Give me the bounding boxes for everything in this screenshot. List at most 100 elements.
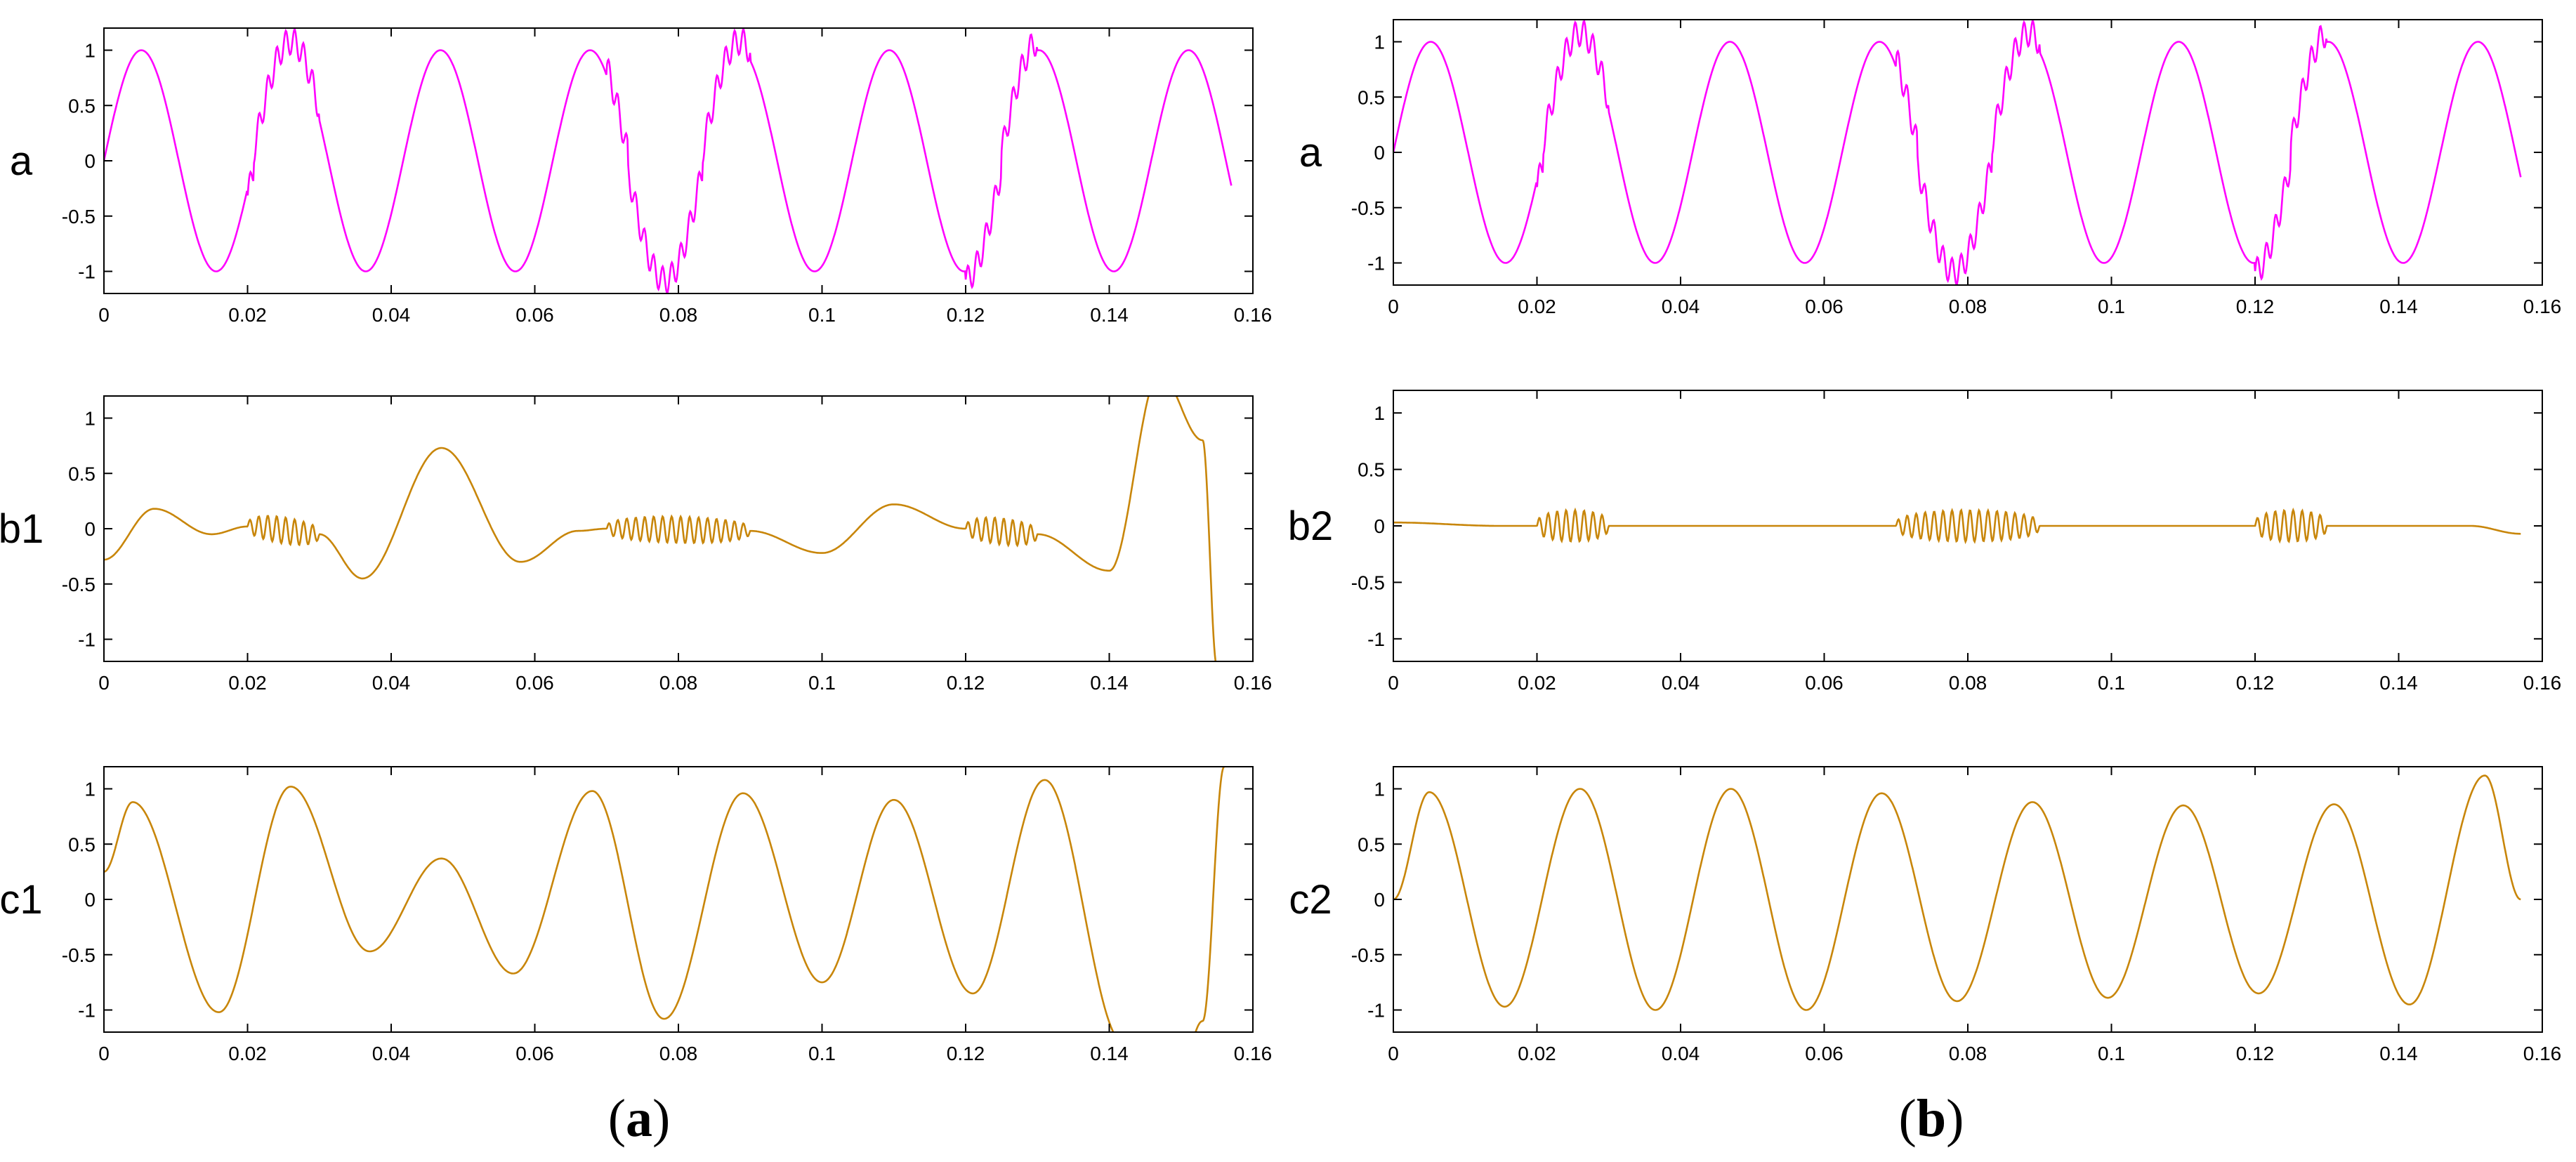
- x-tick-label: 0.16: [2523, 1043, 2562, 1064]
- y-tick-label: 1: [1374, 779, 1385, 800]
- caption-letter: b: [1917, 1089, 1946, 1148]
- series-line: [1393, 507, 2521, 545]
- x-tick-label: 0.02: [228, 304, 267, 326]
- x-tick-label: 0.1: [808, 304, 836, 326]
- x-tick-label: 0.06: [515, 672, 554, 694]
- x-tick-label: 0.16: [1234, 1043, 1273, 1064]
- row-label: a: [10, 138, 33, 184]
- y-tick-label: 1: [1374, 402, 1385, 424]
- x-tick-label: 0.08: [659, 304, 698, 326]
- y-tick-label: 1: [84, 408, 96, 430]
- y-tick-label: 1: [84, 779, 96, 800]
- x-tick-label: 0.14: [2379, 672, 2418, 694]
- y-tick-label: -0.5: [62, 206, 96, 227]
- y-tick-label: -1: [1367, 1000, 1385, 1022]
- row-label: a: [1299, 130, 1322, 176]
- x-tick-label: 0.12: [947, 304, 985, 326]
- x-tick-label: 0: [98, 672, 110, 694]
- row-label: b1: [0, 506, 44, 552]
- x-tick-label: 0.02: [1518, 672, 1556, 694]
- x-tick-label: 0.12: [947, 1043, 985, 1064]
- subplot-b-c2: 0 0.02 0.04 0.06 0.08 0.1 0.12 0.14 0.16 -1 -0.5 0 0…: [1289, 766, 2562, 1064]
- x-tick-label: 0.04: [372, 304, 411, 326]
- x-tick-label: 0.1: [2098, 296, 2125, 317]
- x-tick-label: 0: [98, 1043, 110, 1064]
- caption-close-paren: ): [652, 1089, 670, 1148]
- series-line: [104, 767, 1225, 1032]
- x-tick-label: 0: [1388, 672, 1399, 694]
- x-tick-label: 0.1: [2098, 1043, 2125, 1064]
- y-tick-label: 1: [84, 40, 96, 62]
- x-tick-label: 0.16: [1234, 672, 1273, 694]
- y-tick-label: 0.5: [68, 463, 96, 484]
- panel-caption-b: (b): [1899, 1089, 1964, 1148]
- subplot-b-b2: 0 0.02 0.04 0.06 0.08 0.1 0.12 0.14 0.16 -1 -0.5 0 0…: [1288, 390, 2562, 694]
- panel-caption-a: (a): [608, 1089, 671, 1148]
- subplot-a-c1: 0 0.02 0.04 0.06 0.08 0.1 0.12 0.14 0.16 -1 -0.5 0 0…: [0, 766, 1273, 1064]
- y-tick-label: -0.5: [62, 944, 96, 966]
- caption-open-paren: (: [608, 1089, 626, 1148]
- y-tick-label: 0: [84, 150, 96, 172]
- x-tick-label: 0.12: [947, 672, 985, 694]
- y-tick-label: -0.5: [1351, 944, 1385, 966]
- x-tick-label: 0.14: [1090, 1043, 1129, 1064]
- x-tick-label: 0.1: [2098, 672, 2125, 694]
- x-tick-label: 0.12: [2236, 672, 2275, 694]
- x-tick-label: 0.04: [372, 672, 411, 694]
- x-tick-label: 0.06: [1805, 296, 1844, 317]
- x-tick-label: 0.02: [1518, 1043, 1556, 1064]
- y-tick-label: -1: [1367, 253, 1385, 275]
- x-tick-label: 0.06: [515, 1043, 554, 1064]
- x-tick-label: 0.08: [659, 672, 698, 694]
- y-tick-label: 1: [1374, 32, 1385, 53]
- y-tick-label: 0.5: [1358, 833, 1385, 855]
- x-tick-label: 0: [1388, 1043, 1399, 1064]
- x-tick-label: 0: [1388, 296, 1399, 317]
- x-tick-label: 0.02: [1518, 296, 1556, 317]
- y-tick-label: -1: [1367, 628, 1385, 650]
- series-line: [1393, 774, 2521, 1011]
- x-tick-label: 0.16: [2523, 672, 2562, 694]
- x-tick-label: 0.14: [2379, 1043, 2418, 1064]
- caption-letter: a: [626, 1089, 652, 1148]
- x-tick-label: 0.1: [808, 672, 836, 694]
- x-tick-label: 0.06: [1805, 1043, 1844, 1064]
- caption-close-paren: ): [1946, 1089, 1964, 1148]
- y-tick-label: -1: [78, 261, 96, 283]
- y-tick-label: 0: [84, 518, 96, 540]
- x-tick-label: 0.02: [228, 1043, 267, 1064]
- subplot-a-a: 0 0.02 0.04 0.06 0.08 0.1 0.12 0.14 0.16 -1 -0.5 0 0…: [10, 27, 1273, 326]
- y-tick-label: 0: [1374, 515, 1385, 537]
- y-tick-label: 0.5: [68, 95, 96, 117]
- x-tick-label: 0.16: [1234, 304, 1273, 326]
- x-tick-label: 0.04: [1662, 672, 1700, 694]
- row-label: c1: [0, 877, 43, 923]
- y-tick-label: 0: [1374, 142, 1385, 164]
- subplot-b-a: 0 0.02 0.04 0.06 0.08 0.1 0.12 0.14 0.16 -1 -0.5 0 0…: [1299, 19, 2562, 317]
- series-line: [104, 28, 1233, 293]
- x-tick-label: 0.14: [2379, 296, 2418, 317]
- x-tick-label: 0.06: [515, 304, 554, 326]
- x-tick-label: 0.02: [228, 672, 267, 694]
- x-tick-label: 0.04: [1662, 1043, 1700, 1064]
- subplots: 0 0.02 0.04 0.06 0.08 0.1 0.12 0.14 0.16 -1 -0.5 0 0…: [0, 19, 2562, 1064]
- y-tick-label: -0.5: [1351, 572, 1385, 593]
- x-tick-label: 0.08: [1949, 296, 1987, 317]
- subplot-a-b1: 0 0.02 0.04 0.06 0.08 0.1 0.12 0.14 0.16 -1 -0.5 0 0…: [0, 395, 1273, 694]
- x-tick-label: 0.04: [372, 1043, 411, 1064]
- y-tick-label: -1: [78, 629, 96, 651]
- y-tick-label: 0: [1374, 889, 1385, 911]
- y-tick-label: -0.5: [1351, 197, 1385, 219]
- y-tick-label: 0.5: [68, 833, 96, 855]
- x-tick-label: 0: [98, 304, 110, 326]
- row-label: b2: [1288, 503, 1334, 549]
- x-tick-label: 0.14: [1090, 304, 1129, 326]
- caption-open-paren: (: [1899, 1089, 1917, 1148]
- y-tick-label: 0.5: [1358, 86, 1385, 108]
- x-tick-label: 0.08: [1949, 672, 1987, 694]
- row-label: c2: [1289, 877, 1332, 923]
- y-tick-label: -0.5: [62, 574, 96, 595]
- x-tick-label: 0.16: [2523, 296, 2562, 317]
